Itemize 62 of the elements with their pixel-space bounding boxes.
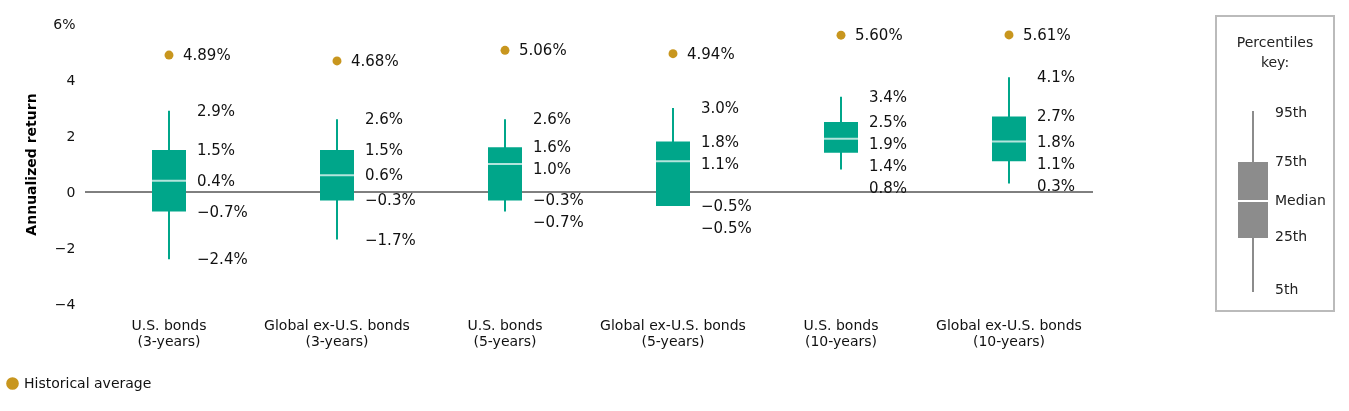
text: −0.7% (197, 202, 248, 221)
text: −0.7% (533, 213, 584, 232)
text: 4.1% (1037, 68, 1076, 87)
y-tick-label: −2 (54, 239, 76, 256)
text: 75th (1275, 153, 1308, 169)
text: 0.4% (197, 171, 236, 190)
point (1004, 30, 1014, 40)
point (164, 50, 174, 60)
y-tick-label: −4 (54, 295, 76, 312)
text: 1.6% (533, 138, 572, 157)
x-tick-label: U.S. bonds (10-years) (803, 316, 879, 349)
text: 1.4% (869, 157, 908, 175)
y-tick-label: 0 (66, 183, 76, 200)
text: 1.5% (197, 141, 236, 159)
y-tick-label: 4 (66, 71, 76, 88)
text: 1.5% (365, 141, 404, 159)
text: 2.9% (197, 101, 236, 120)
text: 95th (1275, 104, 1308, 120)
text: 0.3% (1037, 176, 1076, 195)
text: 2.5% (869, 113, 908, 131)
text: 5th (1275, 281, 1299, 297)
text: −0.5% (701, 219, 752, 237)
text: 1.1% (1037, 154, 1076, 173)
x-tick-label: Global ex-U.S. bonds (10-years) (936, 316, 1082, 349)
text: 1.0% (533, 160, 572, 179)
text: 25th (1275, 228, 1308, 244)
y-tick-label: 6% (53, 15, 76, 32)
text: 3.4% (869, 87, 908, 106)
text: Median (1275, 192, 1326, 208)
text: 1.1% (701, 154, 740, 173)
point (332, 56, 342, 66)
data-label: 4.68% (351, 51, 399, 70)
legend-label: Historical average (24, 374, 152, 391)
legend-title: Percentiles key: (1236, 34, 1314, 70)
text: 2.6% (533, 110, 572, 129)
point (668, 49, 678, 59)
text: 2.6% (365, 110, 404, 129)
text: 1.8% (701, 132, 740, 151)
x-tick-label: U.S. bonds (5-years) (467, 316, 543, 349)
point (500, 45, 510, 55)
text: −0.3% (365, 191, 416, 210)
text: −2.4% (197, 250, 248, 269)
text: 0.6% (365, 166, 404, 185)
text: 2.7% (1037, 107, 1076, 126)
text: 0.8% (869, 179, 908, 197)
data-label: 4.89% (183, 46, 231, 65)
data-label: 5.61% (1023, 25, 1071, 44)
text: −1.7% (365, 230, 416, 249)
text: 1.8% (1037, 132, 1076, 151)
text: 1.9% (869, 135, 908, 153)
data-label: 5.06% (519, 41, 567, 60)
text: −0.3% (533, 191, 584, 210)
data-label: 4.94% (687, 44, 735, 63)
x-tick-label: Global ex-U.S. bonds (5-years) (600, 316, 746, 349)
data-label: 5.60% (855, 26, 903, 45)
x-tick-label: U.S. bonds (3-years) (131, 316, 207, 349)
y-tick-label: 2 (66, 127, 76, 144)
y-axis-title: Annualized return (23, 93, 40, 236)
text: 3.0% (701, 99, 740, 117)
x-tick-label: Global ex-U.S. bonds (3-years) (264, 316, 410, 349)
point (836, 30, 846, 40)
text: −0.5% (701, 197, 752, 215)
